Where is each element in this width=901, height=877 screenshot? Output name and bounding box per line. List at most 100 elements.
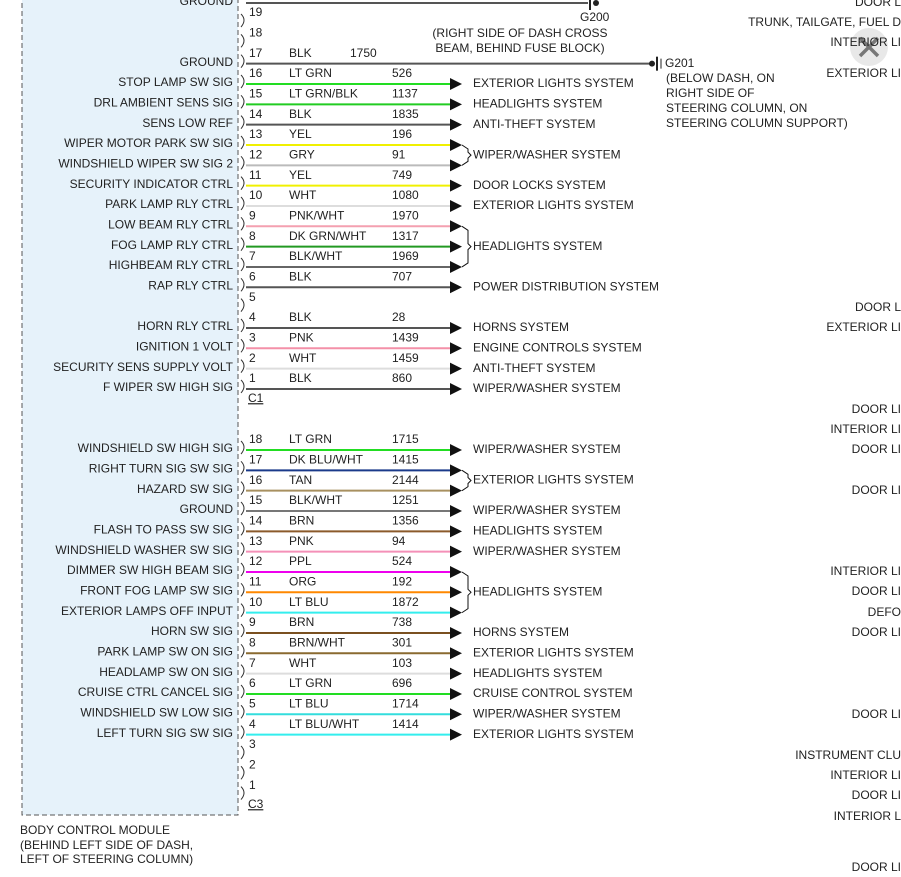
pin-bracket	[240, 481, 245, 495]
wire-color: BLK	[289, 107, 312, 121]
pin-number: 7	[249, 249, 256, 263]
ground-name: G200	[580, 10, 610, 24]
arrow	[450, 586, 462, 599]
wire-color: BRN	[289, 615, 314, 629]
circuit-number: 1414	[392, 717, 419, 731]
destination: HORNS SYSTEM	[473, 625, 569, 639]
pin-bracket	[240, 155, 245, 170]
side-label: INTERIOR LI	[830, 564, 901, 578]
arrow	[450, 708, 462, 721]
signal-label: RIGHT TURN SIG SW SIG	[89, 462, 233, 476]
wire-color: WHT	[289, 656, 317, 670]
circuit-number: 196	[392, 127, 412, 141]
ground-symbol	[593, 0, 599, 6]
arrow	[450, 98, 462, 111]
pin-number: 15	[249, 493, 263, 507]
module-name: BODY CONTROL MODULE	[20, 823, 170, 837]
wire-color: LT GRN	[289, 432, 332, 446]
brace	[461, 571, 472, 614]
pin-number: 14	[249, 107, 263, 121]
side-label: DOOR LI	[852, 402, 901, 416]
side-label: DOOR LI	[852, 625, 901, 639]
circuit-number: 1356	[392, 513, 419, 527]
ground-location: STEERING COLUMN, ON	[666, 101, 807, 115]
pin-number: 7	[249, 656, 256, 670]
circuit-number: 1137	[392, 87, 418, 101]
circuit-number: 1080	[392, 188, 419, 202]
pin-number: 19	[249, 5, 263, 19]
signal-label: GROUND	[180, 55, 234, 69]
pin-bracket	[240, 440, 245, 455]
circuit-number: 738	[392, 615, 412, 629]
wire-color: DK GRN/WHT	[289, 229, 367, 243]
pin-number: 4	[249, 717, 256, 731]
signal-label: SENS LOW REF	[142, 116, 233, 130]
pin-number: 1	[249, 778, 256, 792]
circuit-number: 1251	[392, 493, 419, 507]
pin-number: 5	[249, 290, 256, 304]
arrow	[450, 240, 462, 253]
pin-bracket	[240, 582, 245, 597]
signal-label: STOP LAMP SW SIG	[118, 75, 233, 89]
pin-number: 17	[249, 453, 263, 467]
destination: HEADLIGHTS SYSTEM	[473, 97, 602, 111]
pin-bracket	[240, 94, 245, 109]
signal-label: PARK LAMP SW ON SIG	[97, 644, 233, 658]
pin-number: 5	[249, 696, 256, 710]
wire-color: BLK	[289, 269, 312, 283]
wire-color: BRN	[289, 513, 314, 527]
pin-bracket	[240, 216, 245, 231]
wire-color: PNK	[289, 534, 314, 548]
pin-bracket	[240, 237, 245, 251]
destination: ANTI-THEFT SYSTEM	[473, 117, 595, 131]
pin-number: 10	[249, 188, 263, 202]
wire-color: LT GRN/BLK	[289, 87, 358, 101]
circuit-number: 524	[392, 554, 412, 568]
side-label: INTERIOR LI	[830, 35, 901, 49]
pin-bracket	[240, 643, 245, 658]
arrow	[450, 687, 462, 700]
arrow	[450, 667, 462, 680]
side-label: DOOR L	[855, 0, 901, 9]
pin-bracket	[240, 725, 245, 739]
side-label: DOOR L	[855, 300, 901, 314]
pin-number: 9	[249, 208, 256, 222]
destination: POWER DISTRIBUTION SYSTEM	[473, 279, 659, 293]
close-icon[interactable]	[858, 36, 880, 58]
circuit-number: 1714	[392, 696, 419, 710]
arrow	[450, 138, 462, 151]
module-location: (BEHIND LEFT SIDE OF DASH,	[20, 838, 193, 852]
side-label: DOOR LI	[852, 788, 901, 802]
pin-bracket	[240, 33, 245, 48]
signal-label: HAZARD SW SIG	[137, 482, 233, 496]
pin-number: 15	[249, 87, 263, 101]
side-label: INTERIOR L	[834, 809, 901, 823]
arrow	[450, 321, 462, 334]
signal-label: HORN SW SIG	[151, 624, 233, 638]
pin-bracket	[240, 338, 245, 353]
destination: EXTERIOR LIGHTS SYSTEM	[473, 198, 634, 212]
pin-number: 18	[249, 26, 263, 40]
side-label: DOOR LI	[852, 442, 901, 456]
signal-label: WINDSHIELD SW HIGH SIG	[78, 441, 233, 455]
pin-bracket	[240, 115, 245, 129]
ground-location: (RIGHT SIDE OF DASH CROSS	[432, 26, 607, 40]
destination: WIPER/WASHER SYSTEM	[473, 544, 621, 558]
arrow	[450, 626, 462, 639]
wire-color: TAN	[289, 473, 312, 487]
pin-bracket	[240, 623, 245, 638]
pin-number: 10	[249, 595, 263, 609]
signal-label: WIPER MOTOR PARK SW SIG	[64, 136, 233, 150]
arrow	[450, 260, 462, 273]
signal-label: FOG LAMP RLY CTRL	[111, 238, 233, 252]
arrow	[450, 281, 462, 294]
wire-color: PNK/WHT	[289, 208, 345, 222]
arrow	[450, 220, 462, 233]
wire-color: YEL	[289, 168, 312, 182]
signal-label: EXTERIOR LAMPS OFF INPUT	[61, 604, 234, 618]
signal-label: WINDSHIELD WASHER SW SIG	[55, 543, 233, 557]
ground-location: BEAM, BEHIND FUSE BLOCK)	[435, 41, 604, 55]
pin-bracket	[240, 74, 245, 89]
pin-number: 11	[249, 574, 262, 588]
